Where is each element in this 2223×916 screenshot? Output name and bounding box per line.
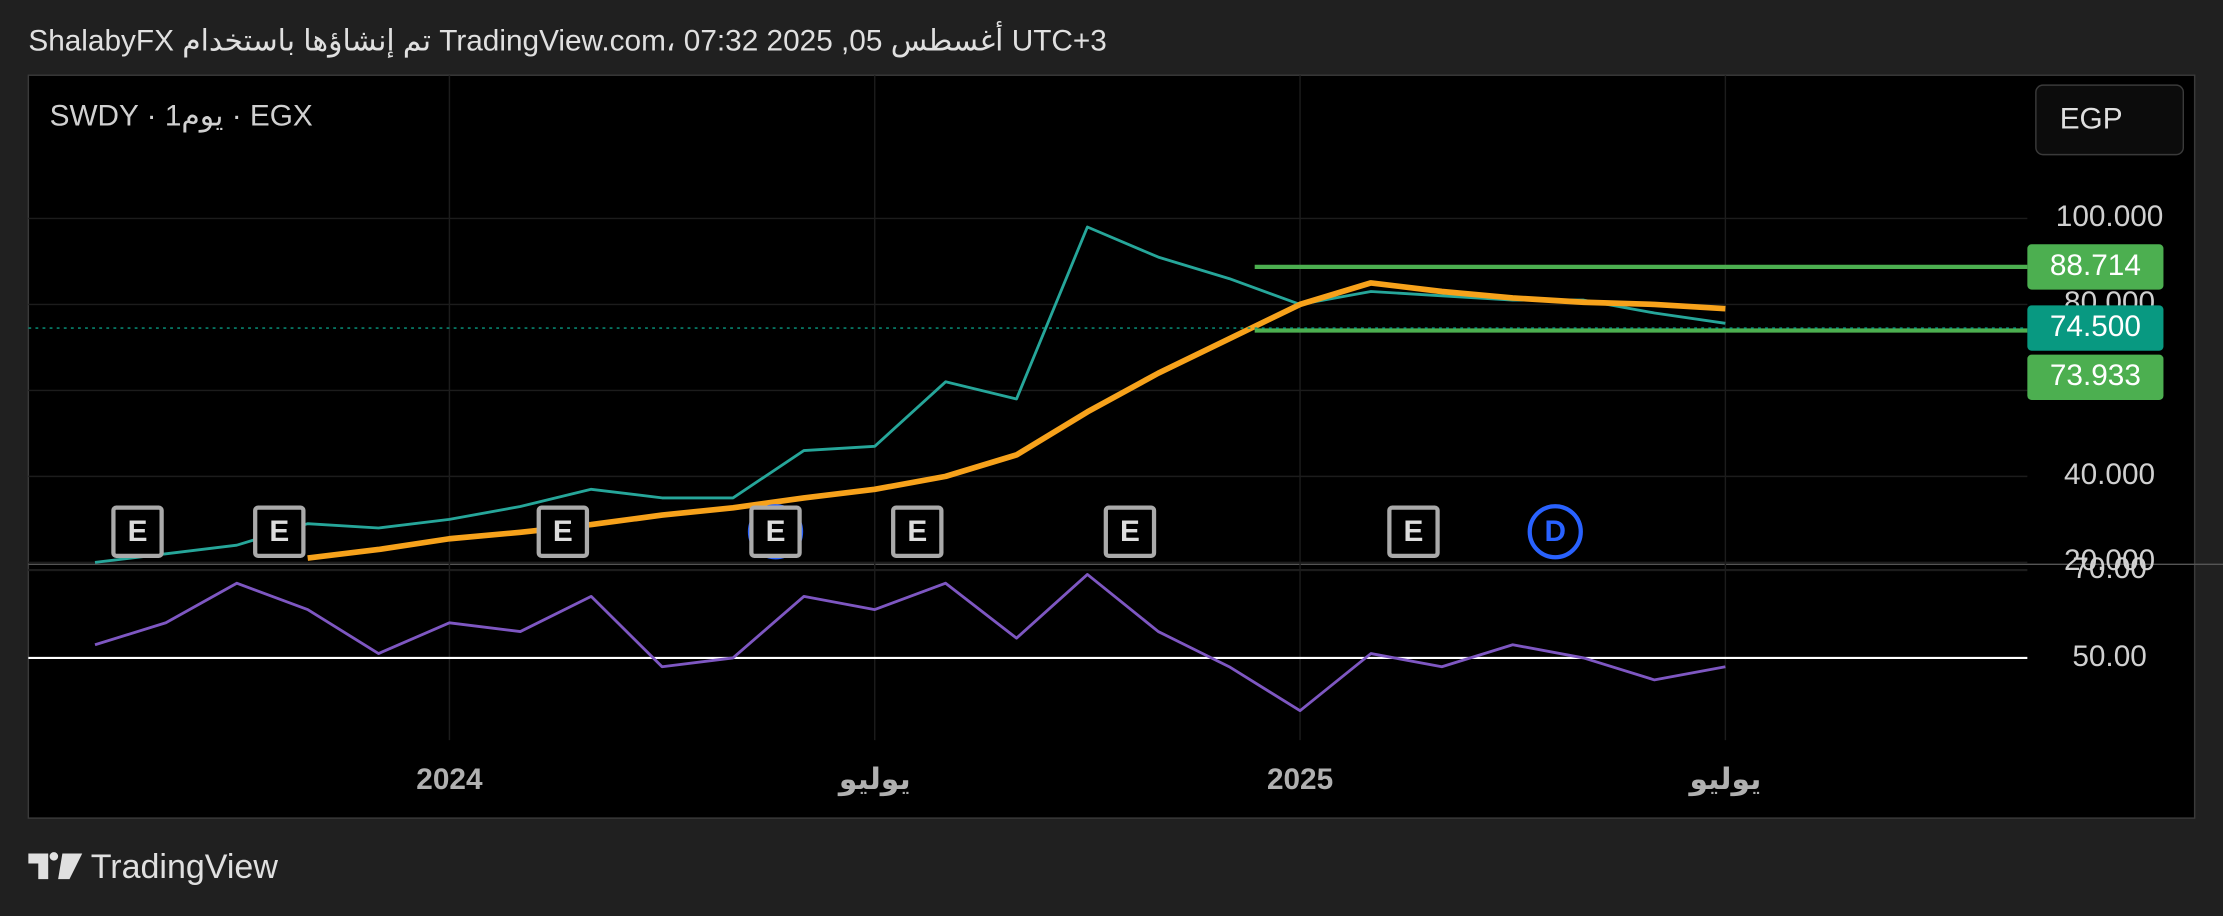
last-price-label-box: [2027, 305, 2164, 351]
earnings-marker[interactable]: [749, 505, 802, 558]
event-label: E: [907, 515, 927, 548]
logo-icon: [28, 852, 83, 880]
price-line: [94, 225, 1726, 564]
event-label: E: [766, 515, 786, 548]
currency-label: EGP: [2060, 102, 2123, 135]
currency-button[interactable]: [2035, 84, 2185, 156]
level-label: 88.714: [2050, 249, 2141, 282]
x-tick-label: 2025: [1267, 763, 1333, 796]
event-label: E: [269, 515, 289, 548]
symbol-label: SWDY · 1يوم · EGX: [50, 100, 313, 133]
level-label: 73.933: [2050, 359, 2141, 392]
x-tick-label: 2024: [416, 763, 483, 796]
event-label: E: [128, 515, 148, 548]
earnings-marker[interactable]: [253, 505, 306, 558]
earnings-marker[interactable]: [1103, 505, 1157, 558]
y-tick-label: 20.000: [2064, 544, 2155, 577]
y-tick-label: 40.000: [2064, 458, 2155, 491]
x-tick-label: يوليو: [837, 763, 911, 796]
earnings-marker[interactable]: [111, 505, 164, 558]
level-label-box: [2027, 244, 2164, 290]
level-label-box: [2027, 354, 2164, 400]
rsi-tick-label: 70.00: [2072, 552, 2147, 585]
footer-brand: TradingView: [91, 848, 279, 886]
earnings-marker[interactable]: [1387, 505, 1440, 558]
logo: TradingView: [28, 848, 278, 886]
event-label: E: [553, 515, 573, 548]
x-tick-label: يوليو: [1687, 763, 1761, 796]
earnings-marker[interactable]: [891, 505, 944, 558]
earnings-marker[interactable]: [536, 505, 590, 558]
dividend-marker[interactable]: [1527, 504, 1583, 560]
event-label: E: [1404, 515, 1424, 548]
last-price-label: 74.500: [2050, 310, 2141, 343]
event-label: E: [1120, 515, 1140, 548]
header-text: ShalabyFX تم إنشاؤها باستخدام TradingVie…: [28, 19, 1107, 58]
chart-panel: [27, 74, 2196, 819]
y-tick-label: 100.000: [2056, 200, 2164, 233]
event-label: D: [1544, 515, 1565, 548]
rsi-line: [94, 573, 1726, 713]
rsi-tick-label: 50.00: [2072, 640, 2147, 673]
